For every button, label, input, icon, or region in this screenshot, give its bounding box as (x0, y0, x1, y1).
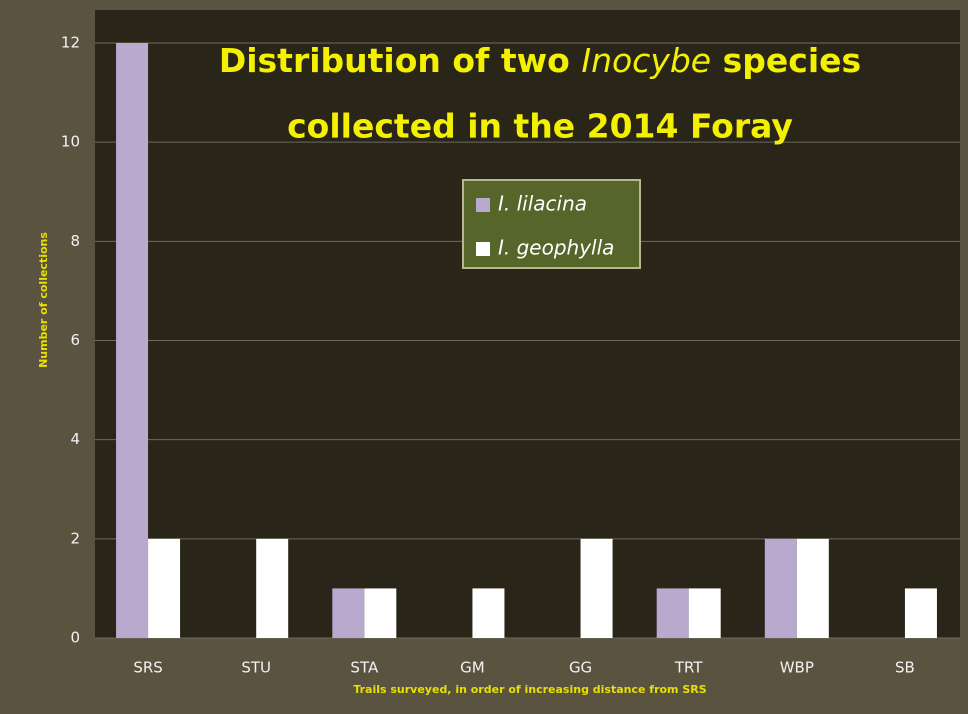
bar (688, 588, 721, 638)
x-axis-label: Trails surveyed, in order of increasing … (353, 683, 706, 696)
x-tick-label: STA (350, 659, 379, 677)
bar (256, 538, 289, 638)
y-tick-label: 6 (70, 331, 80, 349)
y-tick-label: 10 (61, 133, 80, 151)
bar (148, 538, 181, 638)
x-tick-label: SRS (133, 659, 162, 677)
legend-swatch (476, 242, 490, 256)
legend-label: I. geophylla (498, 236, 614, 260)
bar (472, 588, 505, 638)
plot-area (95, 10, 960, 638)
x-tick-label: WBP (780, 659, 814, 677)
bar (764, 538, 797, 638)
x-tick-label: SB (895, 659, 915, 677)
y-tick-label: 12 (61, 34, 80, 52)
bar (580, 538, 613, 638)
bar (332, 588, 365, 638)
bar (116, 43, 149, 638)
y-tick-label: 2 (70, 529, 80, 547)
legend-label: I. lilacina (498, 192, 587, 216)
bar (796, 538, 829, 638)
x-tick-label: TRT (674, 659, 703, 677)
bar (364, 588, 397, 638)
bar (656, 588, 689, 638)
x-tick-label: GG (569, 659, 592, 677)
legend-swatch (476, 198, 490, 212)
y-tick-label: 0 (70, 629, 80, 647)
chart-title: Distribution of two Inocybe species (219, 41, 861, 80)
y-tick-label: 4 (70, 430, 80, 448)
y-axis-label: Number of collections (37, 232, 50, 368)
y-tick-label: 8 (70, 232, 80, 250)
x-tick-label: STU (241, 659, 271, 677)
chart-title: collected in the 2014 Foray (287, 107, 793, 146)
legend: I. lilacina I. geophylla (462, 179, 641, 269)
bar (904, 588, 937, 638)
x-tick-label: GM (460, 659, 485, 677)
legend-box (462, 179, 641, 269)
